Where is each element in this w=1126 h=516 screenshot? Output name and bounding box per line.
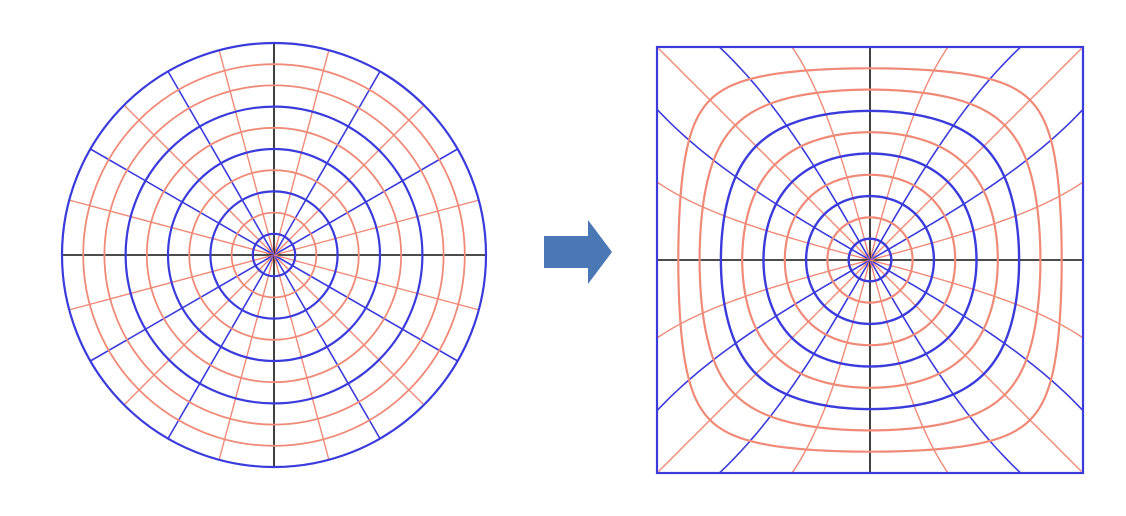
disc-grid xyxy=(60,41,488,469)
square-grid xyxy=(655,45,1085,475)
square-outer-border xyxy=(655,45,1085,475)
square-spoke xyxy=(869,259,1022,474)
disc-ring-minor xyxy=(103,84,445,426)
square-spoke xyxy=(869,108,1084,261)
disc-ring-major xyxy=(251,232,297,278)
square-ring-minor xyxy=(677,67,1063,453)
disc-ring-major xyxy=(124,105,424,405)
square-ring-major xyxy=(847,237,893,283)
disc-ring-minor xyxy=(145,126,403,384)
arrow-shape xyxy=(544,220,612,284)
square-spoke xyxy=(718,259,871,474)
square-spoke xyxy=(869,46,1022,261)
disc-ring-minor xyxy=(230,211,318,299)
square-spoke xyxy=(869,48,1082,261)
disc-ring-major xyxy=(60,41,488,469)
square-ring-major xyxy=(804,194,936,326)
square-spoke xyxy=(869,259,1084,412)
disc-ring-minor xyxy=(188,169,360,341)
square-spoke xyxy=(656,259,871,412)
square-ring-major xyxy=(762,152,978,368)
square-ring-major xyxy=(719,109,1021,411)
square-spoke xyxy=(658,259,871,472)
square-spoke xyxy=(656,108,871,261)
square-spoke xyxy=(718,46,871,261)
square-spoke xyxy=(658,48,871,261)
square-ring-minor xyxy=(826,216,914,304)
square-ring-minor xyxy=(783,173,957,347)
square-ring-minor xyxy=(698,88,1042,432)
disc-ring-minor xyxy=(82,63,466,447)
disc-ring-major xyxy=(166,147,382,363)
disc-ring-major xyxy=(209,190,339,320)
square-ring-minor xyxy=(741,131,999,389)
square-spoke xyxy=(869,259,1082,472)
right-arrow-icon xyxy=(544,220,612,284)
